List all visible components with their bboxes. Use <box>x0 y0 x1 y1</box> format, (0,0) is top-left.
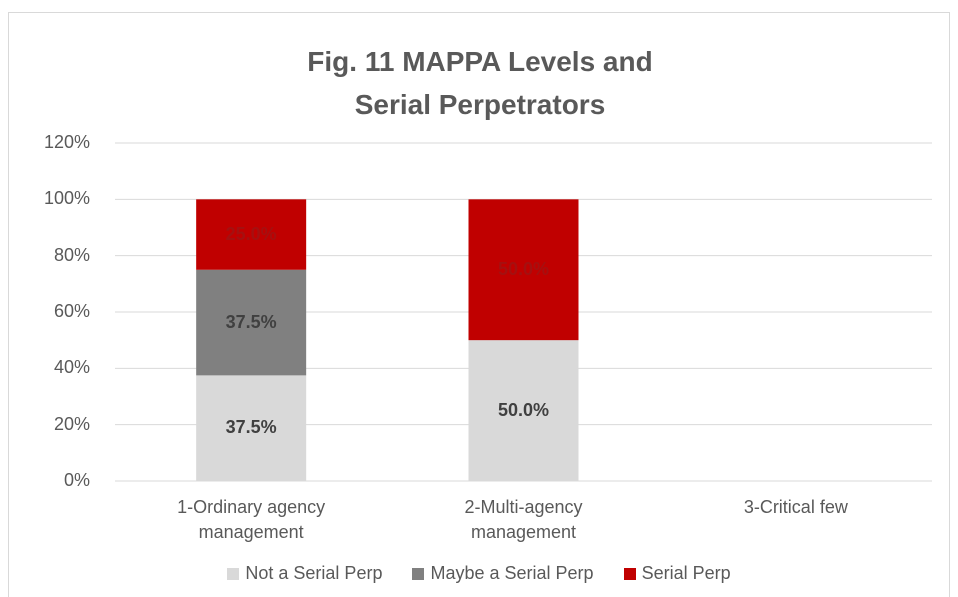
bar-segment <box>196 375 307 481</box>
x-tick-label: 2-Multi-agency management <box>464 497 583 542</box>
legend: Not a Serial Perp Maybe a Serial Perp Seri… <box>0 563 958 584</box>
legend-item: Maybe a Serial Perp <box>412 563 594 584</box>
x-tick-label: 3-Critical few <box>743 497 848 517</box>
y-tick-label: 40% <box>53 357 90 378</box>
y-tick-label: 120% <box>43 132 90 152</box>
y-tick-label: 80% <box>53 244 90 265</box>
data-label: 37.5% <box>225 311 277 332</box>
chart-title: Fig. 11 MAPPA Levels and Serial Perpetra… <box>307 46 653 120</box>
legend-item: Not a Serial Perp <box>227 563 382 584</box>
y-tick-label: 20% <box>53 413 90 434</box>
y-tick-label: 60% <box>53 301 90 321</box>
legend-item: Serial Perp <box>623 563 731 584</box>
legend-swatch <box>227 567 240 580</box>
data-label: 50.0% <box>497 258 550 279</box>
bar-segment <box>468 199 579 341</box>
bar-segment <box>196 269 307 376</box>
bar-segment <box>468 340 579 481</box>
y-tick-label: 100% <box>43 188 90 209</box>
data-label: 37.5% <box>225 417 277 438</box>
data-label: 25.0% <box>225 223 277 244</box>
data-label: 50.0% <box>497 399 550 420</box>
bar-segment <box>196 199 307 270</box>
legend-label: Serial Perp <box>641 563 731 583</box>
legend-swatch <box>412 567 425 580</box>
legend-label: Not a Serial Perp <box>245 563 383 583</box>
chart-frame <box>8 12 950 597</box>
legend-swatch <box>623 567 636 580</box>
x-tick-label: 1-Ordinary agency management <box>177 497 326 542</box>
y-tick-label: 0% <box>63 470 90 490</box>
legend-label: Maybe a Serial Perp <box>430 563 594 583</box>
